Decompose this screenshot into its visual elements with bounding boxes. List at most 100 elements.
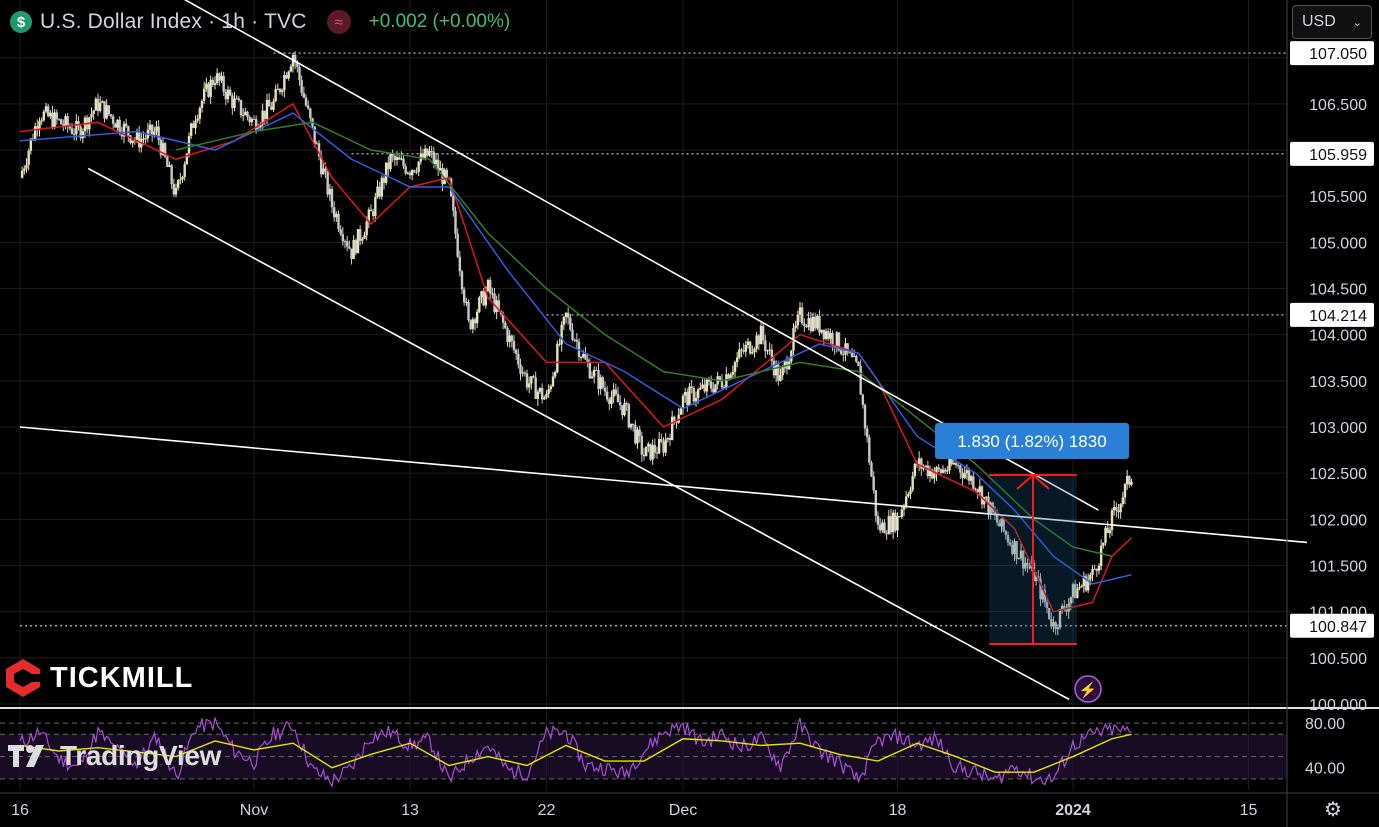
candle-body — [397, 157, 401, 160]
price-tick-label: 104.000 — [1309, 328, 1367, 345]
currency-select[interactable]: USD ⌄ — [1292, 5, 1372, 39]
candle-body — [436, 159, 440, 171]
candle-body — [564, 312, 568, 318]
symbol-title[interactable]: U.S. Dollar Index · 1h · TVC — [40, 10, 307, 33]
candle-body — [330, 188, 334, 208]
candle-body — [53, 112, 56, 128]
candle-body — [42, 111, 46, 121]
candle-body — [878, 524, 882, 531]
candle-body — [904, 496, 908, 506]
candle-body — [92, 110, 95, 114]
price-tick-label: 102.000 — [1309, 512, 1367, 529]
candle-body — [1082, 576, 1086, 586]
candle-body — [81, 131, 85, 139]
candle-body — [701, 384, 704, 388]
candle-body — [408, 172, 412, 176]
candle-body — [755, 335, 758, 349]
candle-body — [727, 374, 730, 380]
price-level-tag-box — [1290, 613, 1374, 638]
candle-body — [259, 124, 262, 129]
candle-body — [272, 101, 275, 110]
candle-body — [634, 425, 637, 444]
candle-body — [664, 439, 667, 453]
measure-label: 1.830 (1.82%) 1830 — [935, 423, 1130, 460]
lightning-icon: ⚡ — [1074, 675, 1102, 703]
gear-icon[interactable]: ⚙ — [1324, 799, 1342, 821]
candle-body — [939, 469, 943, 473]
candle-body — [673, 416, 676, 421]
candle-body — [224, 91, 228, 100]
candle-body — [816, 315, 819, 329]
candle-body — [1089, 574, 1092, 580]
candle-body — [176, 180, 180, 188]
candle-body — [356, 229, 360, 254]
candle-body — [1104, 527, 1107, 543]
candle-body — [44, 106, 48, 112]
candle-body — [315, 143, 319, 145]
price-level-tag-box — [1290, 141, 1374, 166]
candle-body — [400, 158, 403, 160]
wave-icon[interactable]: ≈ — [326, 10, 351, 34]
candle-body — [900, 509, 904, 518]
time-tick-label: 2024 — [1055, 802, 1091, 819]
candle-body — [49, 112, 52, 117]
candle-body — [699, 387, 702, 390]
price-tick-label: 104.500 — [1309, 282, 1367, 299]
measure-arrow-head — [1016, 473, 1050, 490]
dollar-sign-icon[interactable]: $ — [10, 11, 32, 33]
candle-body — [902, 505, 906, 510]
candle-body — [79, 126, 82, 139]
candle-body — [465, 301, 468, 303]
candle-body — [638, 429, 641, 437]
candle-body — [495, 300, 498, 313]
candle-body — [40, 120, 43, 122]
candle-body — [677, 414, 680, 423]
candle-body — [27, 150, 30, 165]
candle-body — [839, 350, 843, 355]
price-level-tag: 105.959 — [1290, 141, 1374, 166]
candle-body — [980, 486, 984, 505]
candle-body — [374, 197, 377, 217]
candle-body — [543, 397, 546, 400]
rsi-tick-label: 40.00 — [1305, 761, 1345, 778]
candle-body — [872, 476, 875, 491]
candle-body — [837, 332, 841, 351]
candle-body — [744, 344, 748, 352]
candle-body — [571, 329, 574, 340]
candle-body — [488, 279, 492, 294]
candle-body — [118, 119, 121, 133]
candle-body — [278, 88, 282, 93]
candle-body — [107, 105, 111, 115]
candle-body — [690, 386, 693, 388]
price-tick-label: 105.500 — [1309, 189, 1367, 206]
candle-body — [1123, 484, 1127, 498]
candle-body — [62, 124, 65, 127]
candle-body — [592, 369, 596, 377]
candle-body — [137, 132, 141, 148]
candle-body — [642, 454, 646, 457]
candle-body — [103, 101, 106, 119]
candle-body — [313, 126, 316, 145]
candle-body — [1058, 609, 1062, 628]
candle-body — [358, 229, 362, 241]
candle-body — [943, 469, 947, 472]
candle-body — [913, 463, 917, 477]
candle-body — [926, 465, 930, 477]
candle-body — [781, 367, 784, 376]
candle-body — [1073, 584, 1077, 599]
candle-body — [202, 88, 206, 101]
measurement-tool[interactable]: 1.830 (1.82%) 1830 ⚡ — [935, 423, 1130, 703]
candle-body — [972, 476, 975, 489]
price-level-tag-text: 100.847 — [1309, 619, 1367, 636]
candle-body — [213, 83, 217, 85]
candle-body — [729, 374, 732, 380]
rsi-line — [19, 717, 1132, 788]
candle-body — [241, 115, 245, 117]
candle-body — [950, 457, 953, 465]
candle-body — [304, 97, 308, 106]
candle-body — [504, 322, 507, 329]
candle-body — [428, 150, 431, 156]
candle-body — [185, 153, 189, 165]
candle-body — [647, 443, 650, 447]
